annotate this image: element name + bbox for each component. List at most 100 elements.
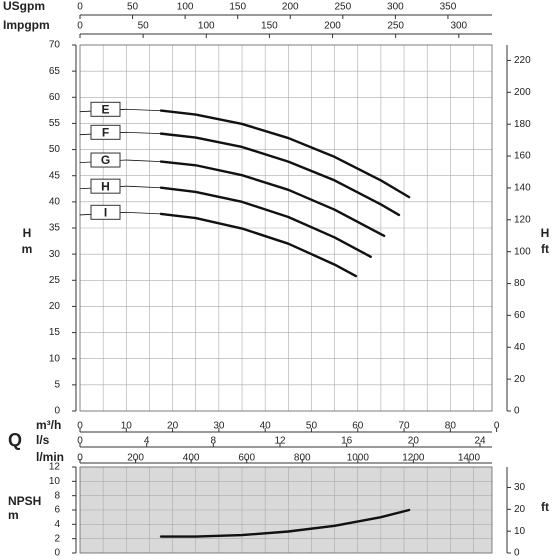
y-tick-label: 60 [49, 92, 61, 103]
x-tick-label: 30 [213, 421, 225, 432]
x-title: Q [8, 430, 22, 450]
y-tick-label: 45 [49, 170, 61, 181]
y-tick-label: 5 [54, 379, 60, 390]
y2-tick-label: 140 [514, 183, 531, 194]
y2-tick-label: 40 [514, 342, 526, 353]
x-tick-label: 400 [183, 453, 200, 464]
x-axis-name: m³/h [36, 418, 61, 432]
y-tick-label: 6 [54, 505, 60, 516]
x-tick-label: 200 [324, 21, 341, 32]
y-tick-label: 2 [54, 533, 60, 544]
y2-tick-label: 160 [514, 151, 531, 162]
x-tick-label: 800 [294, 453, 311, 464]
x-tick-label: 250 [387, 21, 404, 32]
series-label: F [102, 125, 109, 139]
curve [159, 508, 411, 538]
series-label-box [90, 101, 121, 117]
x-axis-name: Impgpm [3, 18, 50, 32]
series-label-box [90, 124, 121, 140]
series-label: H [101, 179, 110, 193]
y-tick-label: 15 [49, 327, 61, 338]
y-tick-label: 25 [49, 275, 61, 286]
y2-tick-label: 100 [514, 246, 531, 257]
x-tick-label: 8 [211, 436, 217, 447]
x-tick-label: 100 [177, 2, 194, 13]
series-label-box [90, 178, 121, 194]
series-label: E [101, 102, 109, 116]
x-tick-label: 24 [474, 436, 486, 447]
y-tick-label: 0 [54, 406, 60, 417]
x-tick-label: 16 [341, 436, 353, 447]
x-tick-label: 150 [229, 2, 246, 13]
y-tick-label: 20 [49, 301, 61, 312]
x-tick-label: 4 [144, 436, 150, 447]
plot-border [79, 44, 493, 412]
y2-tick-label: 80 [514, 278, 526, 289]
y2-tick-label: 60 [514, 310, 526, 321]
x-tick-label: 100 [198, 21, 215, 32]
y-tick-label: 30 [49, 249, 61, 260]
x-tick-label: 1000 [347, 453, 370, 464]
x-tick-label: 80 [445, 421, 457, 432]
x-tick-label: 50 [138, 21, 150, 32]
y-tick-label: 0 [54, 548, 60, 559]
y2-unit: ft [541, 500, 549, 514]
y2-tick-label: 0 [514, 548, 520, 559]
x-tick-label: 1200 [402, 453, 425, 464]
y2-tick-label: 120 [514, 214, 531, 225]
x-axis-name: USgpm [3, 0, 45, 13]
y-tick-label: 70 [49, 40, 61, 51]
y2-tick-label: 0 [514, 406, 520, 417]
x-tick-label: 300 [387, 2, 404, 13]
x-tick-label: 10 [121, 421, 133, 432]
x-tick-label: 0 [77, 21, 83, 32]
series-label-box [90, 152, 121, 168]
y2-label: H [541, 226, 550, 240]
curve [159, 186, 372, 258]
x-tick-label: 350 [440, 2, 457, 13]
x-tick-label: 250 [334, 2, 351, 13]
y-tick-label: 10 [49, 476, 61, 487]
y2-unit: ft [541, 242, 549, 256]
x-tick-label: 70 [398, 421, 410, 432]
y-unit: m [8, 508, 19, 522]
series-label: I [104, 205, 107, 219]
x-tick-label: 50 [127, 2, 139, 13]
y-unit: m [22, 242, 33, 256]
curve [159, 109, 411, 199]
x-tick-label: 0 [77, 436, 83, 447]
x-axis-name: l/s [36, 433, 50, 447]
y-label: NPSH [8, 494, 41, 508]
y-tick-label: 4 [54, 519, 60, 530]
y2-tick-label: 20 [514, 374, 526, 385]
x-tick-label: 0 [494, 421, 500, 432]
y2-tick-label: 220 [514, 55, 531, 66]
x-tick-label: 12 [274, 436, 286, 447]
curve [159, 212, 358, 278]
y-tick-label: 12 [49, 462, 61, 473]
x-tick-label: 20 [408, 436, 420, 447]
curve [159, 160, 386, 238]
x-tick-label: 0 [77, 2, 83, 13]
y-tick-label: 55 [49, 118, 61, 129]
x-tick-label: 200 [282, 2, 299, 13]
x-tick-label: 600 [238, 453, 255, 464]
y-tick-label: 50 [49, 144, 61, 155]
series-label: G [101, 153, 110, 167]
x-tick-label: 150 [261, 21, 278, 32]
y-tick-label: 40 [49, 196, 61, 207]
x-tick-label: 200 [127, 453, 144, 464]
curve [159, 132, 401, 217]
y-tick-label: 8 [54, 490, 60, 501]
y2-tick-label: 30 [514, 482, 526, 493]
y-tick-label: 35 [49, 223, 61, 234]
x-tick-label: 0 [77, 421, 83, 432]
x-tick-label: 1400 [458, 453, 481, 464]
x-tick-label: 0 [77, 453, 83, 464]
x-tick-label: 60 [352, 421, 364, 432]
x-tick-label: 20 [167, 421, 179, 432]
y2-tick-label: 10 [514, 526, 526, 537]
x-axis-name: l/min [36, 450, 64, 464]
x-tick-label: 50 [306, 421, 318, 432]
